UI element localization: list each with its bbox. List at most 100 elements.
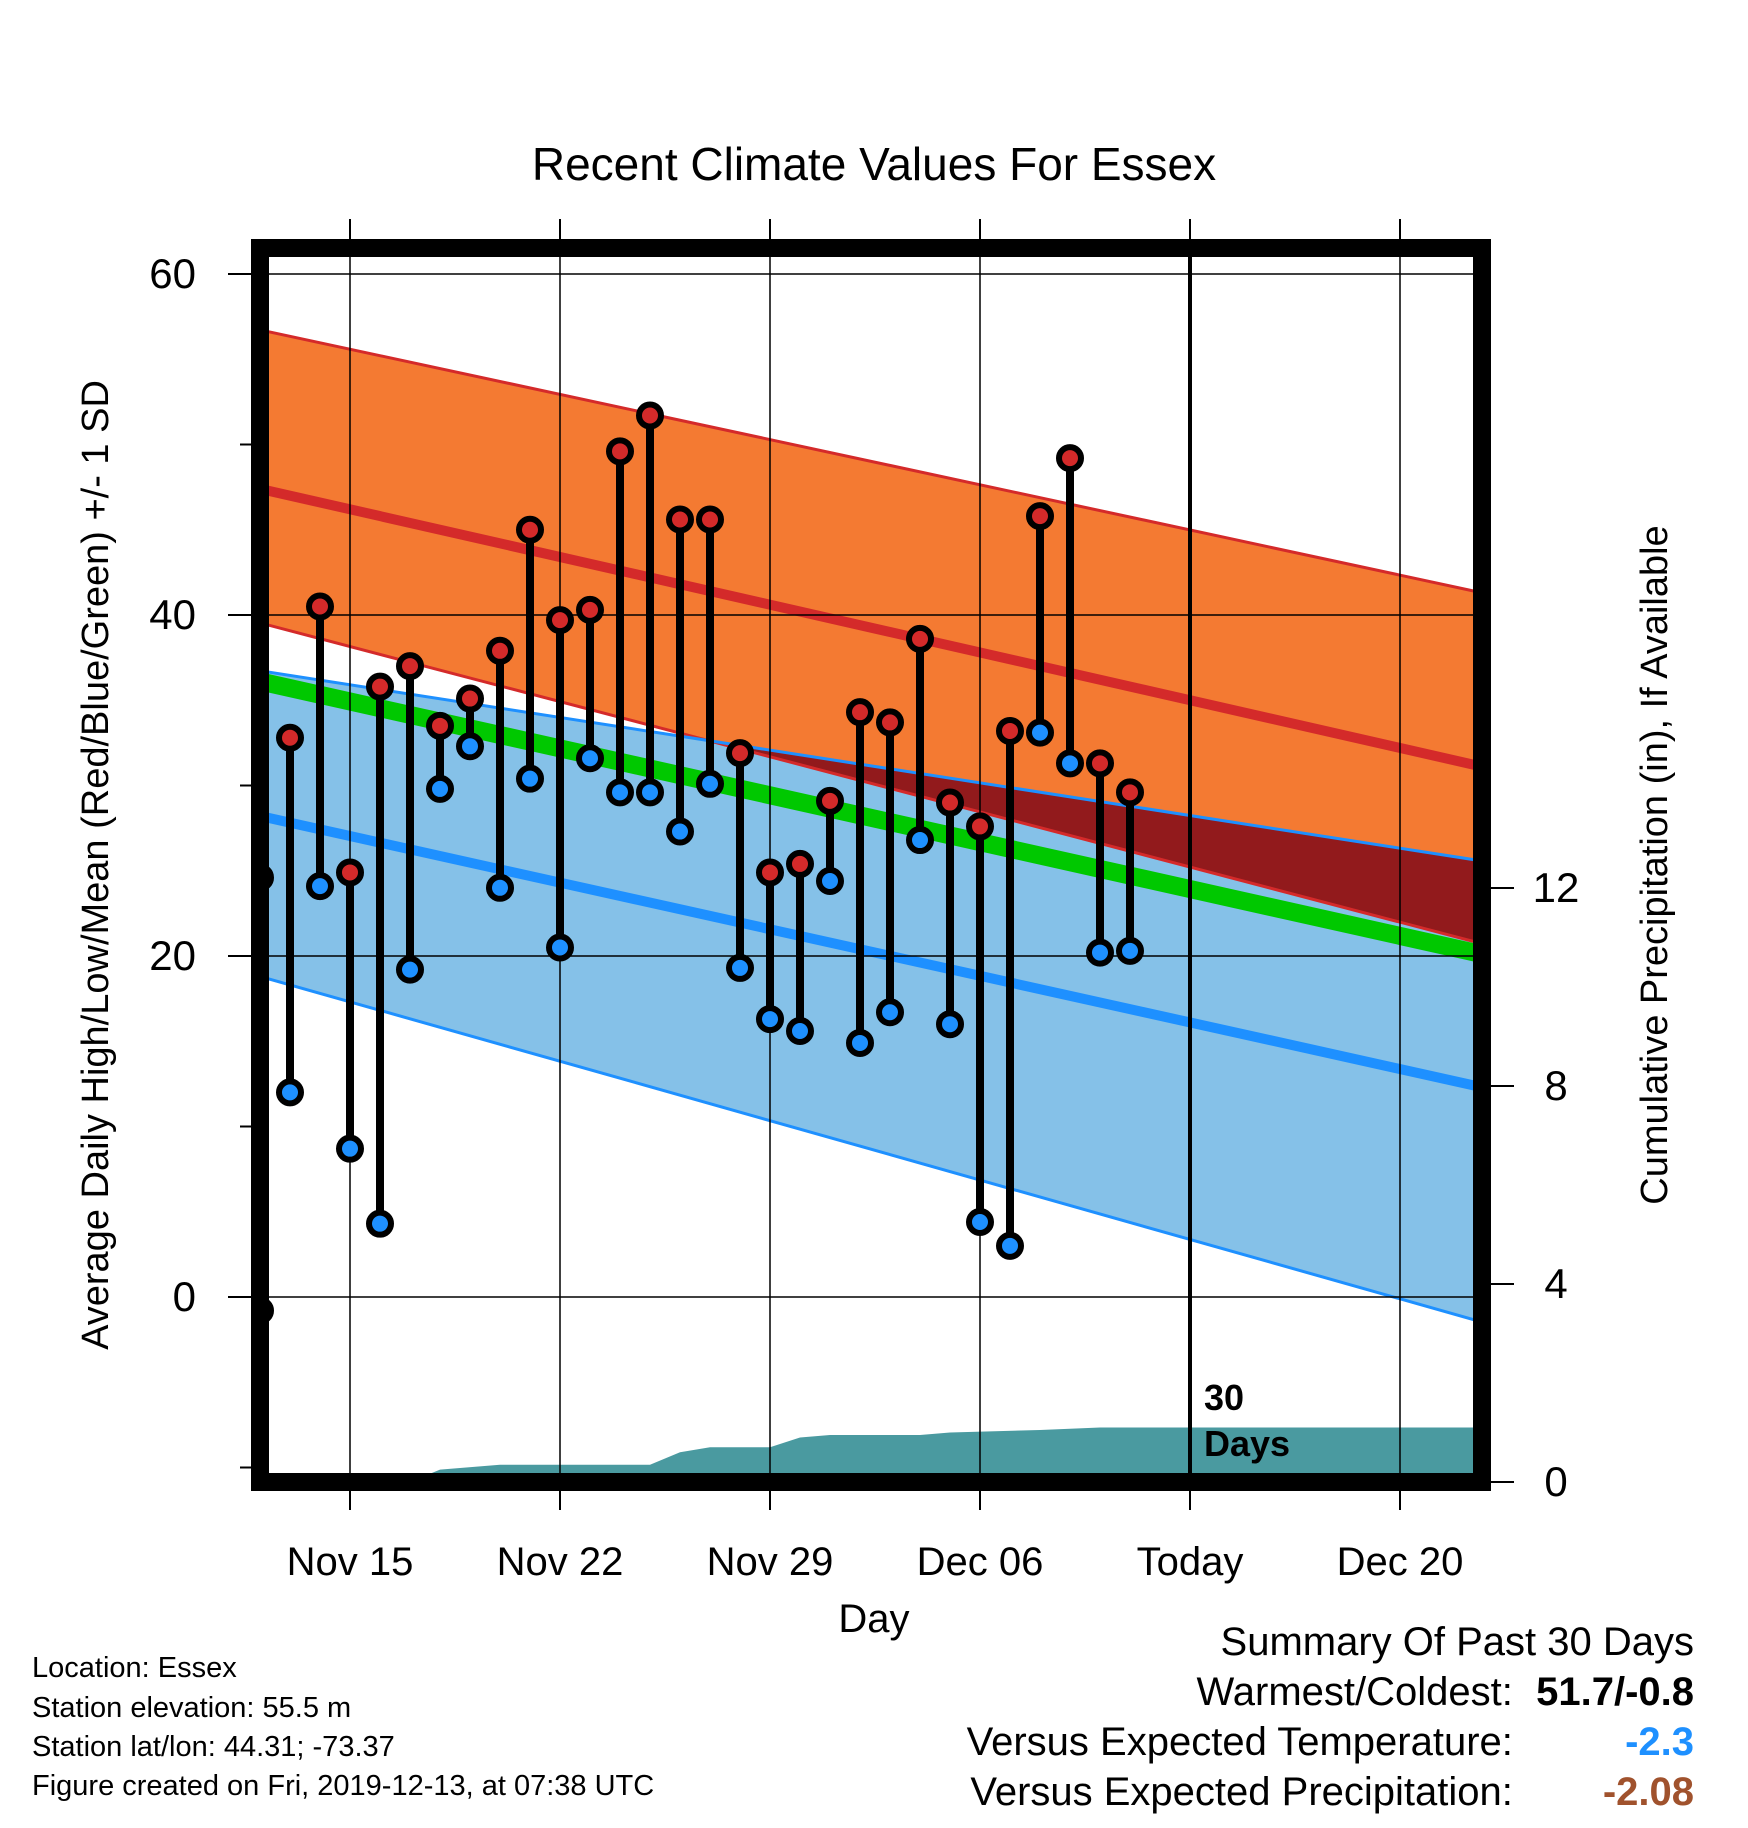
observed-high-marker	[516, 515, 544, 544]
observed-low-marker	[876, 998, 904, 1027]
x-axis: Nov 15 Nov 22 Nov 29 Dec 06 Today Dec 20	[287, 219, 1464, 1584]
observed-low-marker	[636, 778, 664, 807]
observed-high-marker	[996, 716, 1024, 745]
observed-high-marker	[966, 812, 994, 841]
observed-high-marker	[816, 786, 844, 815]
footer-location: Location: Essex	[32, 1652, 237, 1684]
observed-high-marker	[726, 739, 754, 768]
y-axis-label: Average Daily High/Low/Mean (Red/Blue/Gr…	[75, 380, 117, 1350]
chart-title: Recent Climate Values For Essex	[532, 138, 1216, 190]
normal-high-band	[260, 329, 1482, 944]
y-tick-label: 20	[149, 932, 196, 979]
summary-precip-row: Versus Expected Precipitation: -2.08	[970, 1770, 1694, 1815]
x-axis-label: Day	[838, 1597, 909, 1641]
observed-high-marker	[846, 698, 874, 727]
observed-low-marker	[996, 1231, 1024, 1260]
y2-tick-label: 0	[1544, 1458, 1567, 1505]
observed-high-marker	[306, 592, 334, 621]
observed-low-marker	[846, 1028, 874, 1057]
y-tick-label: 60	[149, 250, 196, 297]
summary-title: Summary Of Past 30 Days	[1220, 1620, 1694, 1664]
footer-latlon: Station lat/lon: 44.31; -73.37	[32, 1731, 395, 1763]
observed-low-marker	[336, 1134, 364, 1163]
observed-low-marker	[906, 826, 934, 855]
observed-low-marker	[816, 866, 844, 895]
observed-high-marker	[636, 401, 664, 430]
observed-low-marker	[456, 732, 484, 761]
summary-precip-label: Versus Expected Precipitation:	[970, 1770, 1513, 1814]
x-tick-label: Dec 06	[917, 1540, 1044, 1584]
plot-frame	[251, 239, 1491, 1491]
observed-high-marker	[756, 858, 784, 887]
summary-temp-label: Versus Expected Temperature:	[966, 1720, 1513, 1764]
observed-high-marker	[876, 708, 904, 737]
normal-low-lower-edge	[260, 974, 1482, 1324]
y-axis-left: 0 20 40 60	[149, 250, 251, 1469]
summary-temp-row: Versus Expected Temperature: -2.3	[967, 1720, 1694, 1765]
observed-low-marker	[786, 1017, 814, 1046]
observed-low-marker	[966, 1207, 994, 1236]
y2-tick-label: 12	[1533, 864, 1580, 911]
observed-low-marker	[606, 778, 634, 807]
cumulative-precip-area	[260, 1427, 1482, 1482]
normal-high-line	[260, 483, 1482, 772]
observed-low-marker	[666, 817, 694, 846]
observed-low-marker	[426, 774, 454, 803]
observed-low-marker	[276, 1078, 304, 1107]
footer-elevation: Station elevation: 55.5 m	[32, 1692, 352, 1724]
observed-high-marker	[486, 636, 514, 665]
x-tick-label: Nov 22	[497, 1540, 624, 1584]
observed-low-marker	[726, 953, 754, 982]
observed-high-marker	[1086, 749, 1114, 778]
y-tick-label: 0	[173, 1273, 196, 1320]
plot-area	[260, 248, 1482, 1482]
summary-warmest-value: 51.7/-0.8	[1536, 1670, 1694, 1714]
observed-high-marker	[936, 788, 964, 817]
summary-temp-value: -2.3	[1625, 1720, 1694, 1764]
observed-low-marker	[1086, 938, 1114, 967]
y2-tick-label: 4	[1544, 1260, 1567, 1307]
observed-high-marker	[426, 711, 454, 740]
observed-low-marker	[1056, 749, 1084, 778]
observed-low-marker	[1026, 718, 1054, 747]
summary-warmest-row: Warmest/Coldest: 51.7/-0.8	[1197, 1670, 1695, 1715]
observed-low-marker	[516, 764, 544, 793]
x-tick-label: Nov 15	[287, 1540, 414, 1584]
observed-high-marker	[366, 672, 394, 701]
y-tick-label: 40	[149, 591, 196, 638]
observed-high-marker	[1026, 502, 1054, 531]
observed-low-marker	[546, 933, 574, 962]
observed-high-marker	[606, 437, 634, 466]
observed-low-marker	[576, 744, 604, 773]
observed-high-marker	[546, 606, 574, 635]
y-axis-right: 0 4 8 12	[1491, 864, 1579, 1505]
observed-low-marker	[936, 1010, 964, 1039]
x-tick-label: Dec 20	[1337, 1540, 1464, 1584]
observed-high-marker	[666, 505, 694, 534]
observed-high-marker	[276, 723, 304, 752]
observed-high-marker	[1056, 444, 1084, 473]
today-annotation-days: Days	[1204, 1423, 1290, 1464]
observed-high-marker	[336, 858, 364, 887]
summary-warmest-label: Warmest/Coldest:	[1196, 1670, 1513, 1714]
observed-high-marker	[906, 624, 934, 653]
observed-high-marker	[1116, 778, 1144, 807]
x-tick-label: Today	[1137, 1540, 1244, 1584]
observed-low-marker	[366, 1209, 394, 1238]
observed-high-marker	[576, 595, 604, 624]
observed-low-marker	[1116, 936, 1144, 965]
observed-low-marker	[756, 1005, 784, 1034]
observed-low-marker	[306, 872, 334, 901]
observed-low-marker	[486, 873, 514, 902]
observed-high-marker	[396, 652, 424, 681]
observed-low-marker	[396, 955, 424, 984]
normal-high-upper-edge	[260, 328, 1482, 595]
observed-high-marker	[786, 849, 814, 878]
summary-precip-value: -2.08	[1602, 1770, 1694, 1814]
y2-axis-label: Cumulative Precipitation (in), If Availa…	[1634, 525, 1676, 1204]
today-annotation-30: 30	[1204, 1377, 1244, 1418]
footer-created: Figure created on Fri, 2019-12-13, at 07…	[32, 1770, 655, 1802]
x-tick-label: Nov 29	[707, 1540, 834, 1584]
observed-high-marker	[696, 505, 724, 534]
